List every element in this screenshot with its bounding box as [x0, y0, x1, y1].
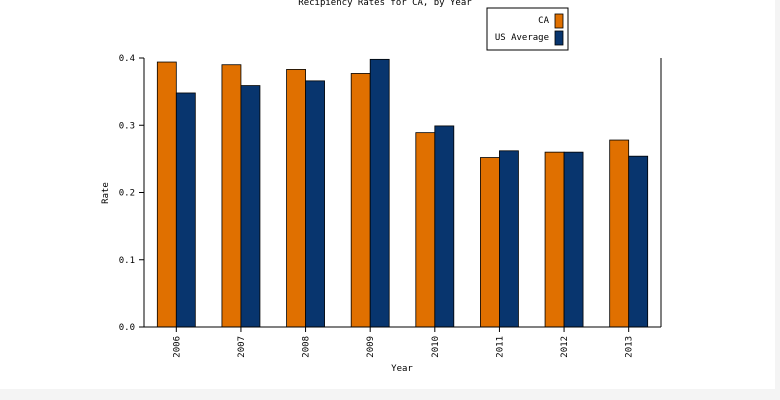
- x-axis-label: Year: [391, 364, 413, 374]
- x-tick-label: 2006: [172, 336, 182, 358]
- legend-swatch-ca: [554, 13, 564, 29]
- bar-chart: Recipiency Rates for CA, by Year CA US Av…: [101, 0, 662, 374]
- legend-label-ca: CA: [538, 16, 549, 26]
- y-ticks: 0.0 0.1 0.2 0.3 0.4: [119, 54, 144, 333]
- bar-ca-2006: [156, 61, 177, 328]
- y-tick-label: 0.2: [119, 189, 135, 199]
- bar-ca-2010: [415, 132, 436, 328]
- x-tick-label: 2010: [431, 336, 441, 358]
- bar-us-average-2010: [434, 125, 455, 328]
- bar-us-average-2011: [499, 150, 519, 328]
- x-tick-label: 2013: [625, 336, 635, 358]
- chart-panel: Recipiency Rates for CA, by Year CA US Av…: [0, 0, 775, 389]
- bar-ca-2012: [544, 151, 565, 328]
- x-tick-label: 2011: [495, 336, 505, 358]
- y-tick-label: 0.0: [119, 323, 135, 333]
- x-ticks: 2006 2007 2008 2009 2010 2011 2012 2013: [172, 327, 635, 358]
- bar-us-average-2008: [305, 80, 325, 328]
- bar-ca-2008: [286, 69, 306, 328]
- legend-box: [486, 7, 569, 51]
- legend-swatch-us-average: [554, 30, 564, 46]
- bar-ca-2011: [480, 157, 500, 328]
- bar-ca-2013: [609, 139, 630, 328]
- bar-us-average-2007: [240, 85, 261, 328]
- y-tick-label: 0.1: [119, 256, 135, 266]
- y-axis-label: Rate: [101, 182, 111, 204]
- bar-us-average-2012: [563, 151, 584, 328]
- y-tick-label: 0.3: [119, 121, 135, 131]
- chart-title: Recipiency Rates for CA, by Year: [298, 0, 472, 8]
- bars: [156, 58, 649, 328]
- bar-us-average-2006: [175, 92, 196, 328]
- legend-label-us-average: US Average: [495, 33, 549, 43]
- x-tick-label: 2009: [366, 336, 376, 358]
- bar-ca-2009: [350, 73, 371, 328]
- bar-us-average-2009: [369, 58, 390, 328]
- bar-ca-2007: [221, 64, 242, 328]
- y-tick-label: 0.4: [119, 54, 135, 64]
- legend: CA US Average: [486, 7, 569, 51]
- bar-us-average-2013: [628, 155, 649, 328]
- x-tick-label: 2008: [302, 336, 312, 358]
- x-tick-label: 2007: [237, 336, 247, 358]
- x-tick-label: 2012: [560, 336, 570, 358]
